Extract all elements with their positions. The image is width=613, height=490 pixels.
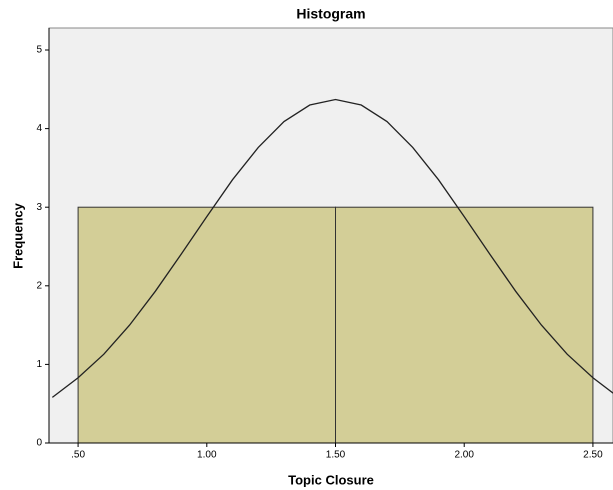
chart-title: Histogram xyxy=(296,6,365,22)
plot-marks xyxy=(51,98,613,443)
x-tick-label: 2.50 xyxy=(583,450,603,461)
bar xyxy=(77,206,337,443)
x-tick-label: .50 xyxy=(71,450,85,461)
y-tick-label: 5 xyxy=(36,45,42,56)
y-tick-label: 3 xyxy=(36,202,42,213)
normal-curve xyxy=(51,98,613,398)
bar xyxy=(335,206,594,443)
x-tick-label: 1.50 xyxy=(326,450,346,461)
x-axis-title: Topic Closure xyxy=(288,472,374,487)
y-axis-title: Frequency xyxy=(10,202,25,269)
y-tick-label: 4 xyxy=(36,123,42,134)
y-tick-label: 1 xyxy=(36,359,42,370)
x-tick-label: 1.00 xyxy=(197,450,217,461)
x-tick-label: 2.00 xyxy=(454,450,474,461)
y-tick-label: 0 xyxy=(36,438,42,449)
y-tick-label: 2 xyxy=(36,280,42,291)
